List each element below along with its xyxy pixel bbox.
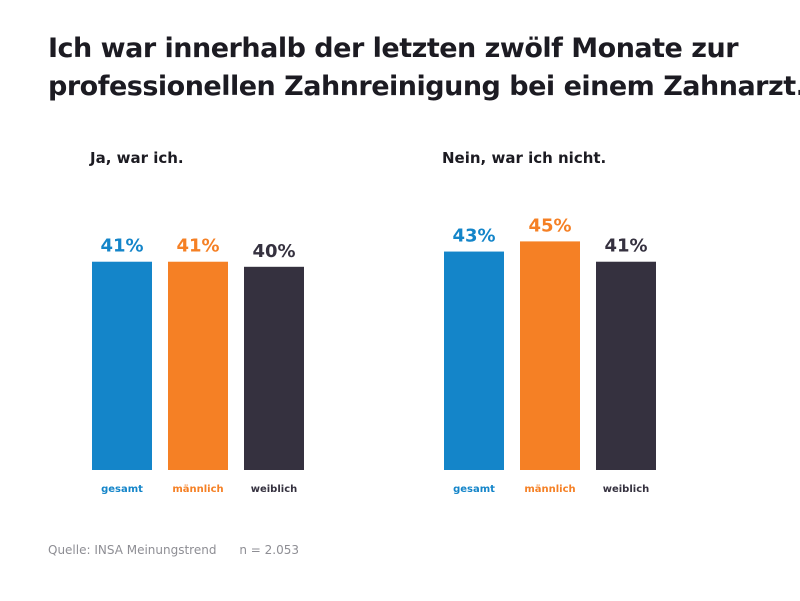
value-label: 41% — [100, 236, 143, 257]
category-label: gesamt — [453, 484, 495, 495]
value-label: 41% — [176, 236, 219, 257]
category-label: weiblich — [603, 484, 650, 495]
bar-weiblich — [596, 261, 656, 470]
source-text: Quelle: INSA Meinungstrend — [48, 543, 217, 557]
category-label: weiblich — [251, 484, 298, 495]
category-label: männlich — [524, 484, 575, 495]
chart-title: Ich war innerhalb der letzten zwölf Mona… — [48, 30, 800, 106]
value-label: 43% — [452, 226, 495, 247]
chart-1-subtitle: Ja, war ich. — [89, 149, 184, 167]
chart-2-subtitle: Nein, war ich nicht. — [442, 149, 606, 167]
category-label: gesamt — [101, 484, 143, 495]
chart-title-line-1: Ich war innerhalb der letzten zwölf Mona… — [48, 33, 739, 64]
chart-title-line-2: professionellen Zahnreinigung bei einem … — [48, 71, 800, 102]
bar-männlich — [168, 261, 228, 470]
category-label: männlich — [172, 484, 223, 495]
bar-weiblich — [244, 266, 304, 470]
value-label: 45% — [528, 215, 571, 236]
sample-size: n = 2.053 — [239, 543, 300, 557]
bar-gesamt — [92, 261, 152, 470]
source-note: Quelle: INSA Meinungstrend n = 2.053 — [48, 543, 299, 557]
bar-männlich — [520, 241, 580, 470]
value-label: 40% — [252, 241, 295, 262]
value-label: 41% — [604, 236, 647, 257]
bar-gesamt — [444, 251, 504, 470]
